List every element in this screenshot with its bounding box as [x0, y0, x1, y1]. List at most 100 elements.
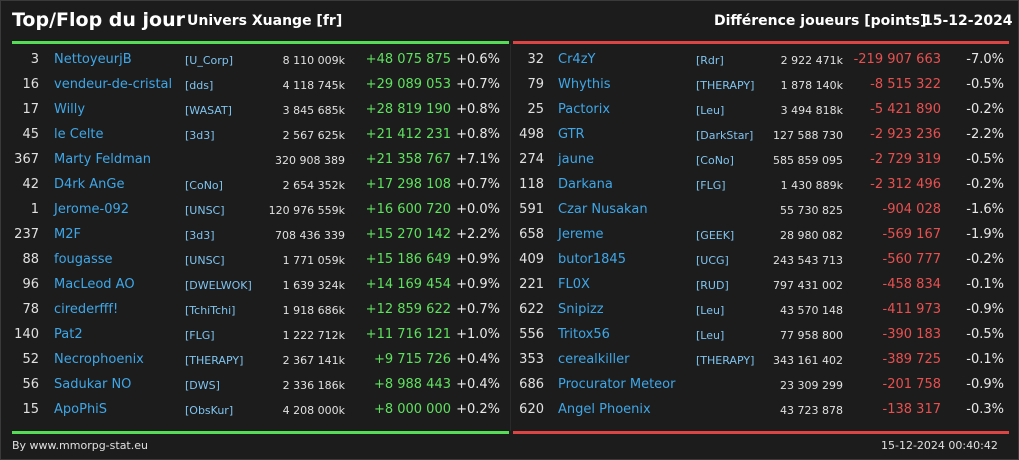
player-score: 23 309 299 — [780, 379, 843, 392]
player-name[interactable]: Pat2 — [54, 327, 83, 342]
player-name[interactable]: cirederfff! — [54, 302, 119, 317]
flop-row: 79 Whythis [THERAPY] 1 878 140k -8 515 322 -0… — [1, 73, 1018, 98]
player-name[interactable]: Willy — [54, 102, 86, 117]
player-guild[interactable]: [3d3] — [185, 229, 215, 242]
player-guild[interactable]: [U_Corp] — [185, 54, 234, 67]
player-name[interactable]: ApoPhiS — [54, 402, 108, 417]
player-name[interactable]: vendeur-de-cristal — [54, 77, 173, 92]
player-name[interactable]: GTR — [558, 127, 585, 142]
player-score: 2 567 625k — [282, 129, 345, 142]
player-guild[interactable]: [Rdr] — [696, 54, 724, 67]
player-guild[interactable]: [UNSC] — [185, 254, 225, 267]
player-guild[interactable]: [THERAPY] — [185, 354, 244, 367]
player-rank: 52 — [22, 352, 39, 367]
player-name[interactable]: D4rk AnGe — [54, 177, 125, 192]
player-guild[interactable]: [FLG] — [185, 329, 215, 342]
score-diff: +17 298 108 — [365, 177, 451, 192]
player-name[interactable]: fougasse — [54, 252, 113, 267]
player-guild[interactable]: [GEEK] — [696, 229, 735, 242]
player-guild[interactable]: [Leu] — [696, 304, 725, 317]
player-name[interactable]: cerealkiller — [558, 352, 630, 367]
player-guild[interactable]: [CoNo] — [696, 154, 734, 167]
player-guild[interactable]: [DWELWOK] — [185, 279, 252, 292]
source-link[interactable]: By www.mmorpg-stat.eu — [12, 439, 148, 452]
player-guild[interactable]: [TchiTchi] — [185, 304, 236, 317]
player-name[interactable]: M2F — [54, 227, 81, 242]
player-name[interactable]: Darkana — [558, 177, 613, 192]
player-name[interactable]: Sadukar NO — [54, 377, 132, 392]
player-name[interactable]: Jereme — [558, 227, 604, 242]
player-score: 1 878 140k — [780, 79, 843, 92]
player-guild[interactable]: [UNSC] — [185, 204, 225, 217]
top-row: 17 Willy [WASAT] 3 845 685k +28 819 190 +0.8% — [1, 98, 1018, 123]
player-score: 585 859 095 — [773, 154, 843, 167]
top-row: 1 Jerome-092 [UNSC] 120 976 559k +16 600 720… — [1, 198, 1018, 223]
player-guild[interactable]: [CoNo] — [185, 179, 223, 192]
player-name[interactable]: Necrophoenix — [54, 352, 144, 367]
player-guild[interactable]: [dds] — [185, 79, 214, 92]
score-diff: +21 412 231 — [365, 127, 451, 142]
player-guild[interactable]: [DWS] — [185, 379, 220, 392]
player-guild[interactable]: [3d3] — [185, 129, 215, 142]
top-row: 78 cirederfff! [TchiTchi] 1 918 686k +12 859… — [1, 298, 1018, 323]
score-diff: +8 000 000 — [373, 402, 451, 417]
score-diff: -904 028 — [882, 202, 941, 217]
player-rank: 118 — [519, 177, 544, 192]
player-name[interactable]: Snipizz — [558, 302, 604, 317]
player-rank: 96 — [22, 277, 39, 292]
player-name[interactable]: butor1845 — [558, 252, 626, 267]
player-score: 1 918 686k — [282, 304, 345, 317]
player-name[interactable]: Jerome-092 — [54, 202, 130, 217]
score-percent: +0.4% — [456, 377, 500, 392]
player-guild[interactable]: [THERAPY] — [696, 79, 755, 92]
player-guild[interactable]: [Leu] — [696, 329, 725, 342]
page-title: Top/Flop du jour — [12, 9, 185, 31]
player-guild[interactable]: [UCG] — [696, 254, 729, 267]
score-percent: -0.5% — [966, 77, 1004, 92]
player-score: 320 908 389 — [275, 154, 345, 167]
player-rank: 16 — [22, 77, 39, 92]
flop-row: 658 Jereme [GEEK] 28 980 082 -569 167 -1.9% — [1, 223, 1018, 248]
player-name[interactable]: Marty Feldman — [54, 152, 151, 167]
score-percent: -0.5% — [966, 152, 1004, 167]
player-name[interactable]: Cr4zY — [558, 52, 596, 67]
player-score: 3 845 685k — [282, 104, 345, 117]
player-name[interactable]: le Celte — [54, 127, 104, 142]
player-name[interactable]: Whythis — [558, 77, 611, 92]
player-guild[interactable]: [FLG] — [696, 179, 726, 192]
player-guild[interactable]: [WASAT] — [185, 104, 232, 117]
player-name[interactable]: Tritox56 — [558, 327, 610, 342]
score-diff: +9 715 726 — [373, 352, 451, 367]
player-name[interactable]: NettoyeurjB — [54, 52, 132, 67]
flop-row: 221 FL0X [RUD] 797 431 002 -458 834 -0.1% — [1, 273, 1018, 298]
column-divider — [510, 44, 511, 431]
score-percent: +7.1% — [456, 152, 500, 167]
player-guild[interactable]: [THERAPY] — [696, 354, 755, 367]
flop-row: 620 Angel Phoenix 43 723 878 -138 317 -0.3% — [1, 398, 1018, 423]
player-name[interactable]: FL0X — [558, 277, 590, 292]
player-guild[interactable]: [ObsKur] — [185, 404, 234, 417]
player-name[interactable]: Czar Nusakan — [558, 202, 648, 217]
score-diff: -201 758 — [882, 377, 941, 392]
score-percent: +0.7% — [456, 77, 500, 92]
score-diff: +28 819 190 — [365, 102, 451, 117]
player-score: 3 494 818k — [780, 104, 843, 117]
player-name[interactable]: MacLeod AO — [54, 277, 135, 292]
score-diff: +21 358 767 — [365, 152, 451, 167]
player-guild[interactable]: [Leu] — [696, 104, 725, 117]
player-rank: 17 — [22, 102, 39, 117]
player-name[interactable]: jaune — [558, 152, 595, 167]
player-name[interactable]: Pactorix — [558, 102, 611, 117]
top-row: 140 Pat2 [FLG] 1 222 712k +11 716 121 +1.0% — [1, 323, 1018, 348]
player-score: 343 161 402 — [773, 354, 843, 367]
player-guild[interactable]: [DarkStar] — [696, 129, 754, 142]
flop-row: 32 Cr4zY [Rdr] 2 922 471k -219 907 663 -7.0% — [1, 48, 1018, 73]
player-guild[interactable]: [RUD] — [696, 279, 729, 292]
flop-row: 622 Snipizz [Leu] 43 570 148 -411 973 -0.9% — [1, 298, 1018, 323]
player-name[interactable]: Procurator Meteor — [558, 377, 676, 392]
player-score: 1 639 324k — [282, 279, 345, 292]
flop-row: 118 Darkana [FLG] 1 430 889k -2 312 496 -0.2% — [1, 173, 1018, 198]
top-row: 367 Marty Feldman 320 908 389 +21 358 767 +7… — [1, 148, 1018, 173]
player-rank: 56 — [22, 377, 39, 392]
player-name[interactable]: Angel Phoenix — [558, 402, 651, 417]
